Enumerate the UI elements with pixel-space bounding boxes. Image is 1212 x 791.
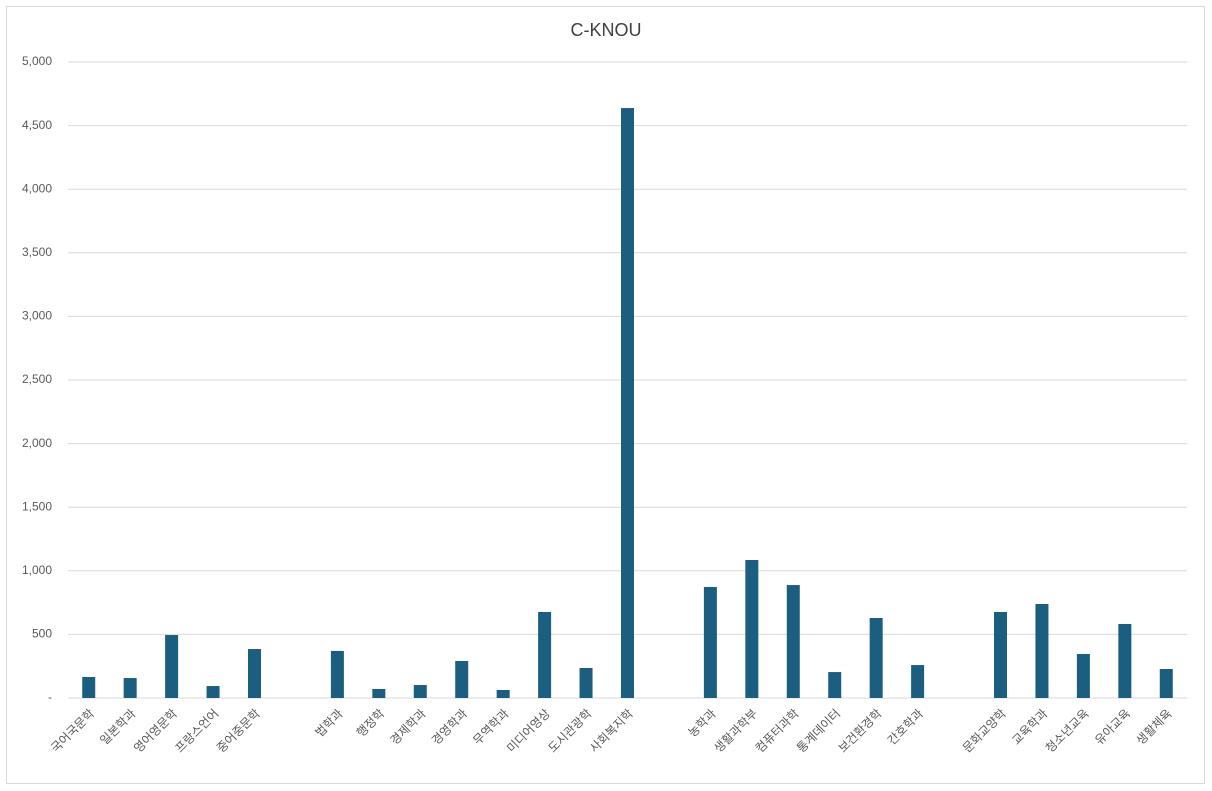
bar [994, 612, 1007, 698]
y-tick-label: 4,000 [22, 181, 52, 195]
y-tick-label: 1,500 [22, 499, 52, 513]
bar [869, 617, 883, 698]
chart-border [6, 6, 1205, 784]
y-tick-label: - [48, 690, 52, 704]
bar [1118, 623, 1132, 698]
bar [455, 660, 469, 698]
bar [165, 635, 179, 698]
y-tick-label: 2,500 [22, 372, 52, 386]
bar [413, 685, 427, 698]
bar [1076, 653, 1090, 698]
bar [372, 688, 386, 698]
bar [745, 559, 759, 698]
bar [786, 585, 800, 698]
y-tick-label: 5,000 [22, 54, 52, 68]
bar [621, 108, 634, 699]
bar [579, 667, 593, 698]
y-tick-label: 3,000 [22, 309, 52, 323]
bar [828, 672, 842, 698]
y-tick-label: 3,500 [22, 245, 52, 259]
bar [496, 689, 510, 698]
bar [911, 665, 925, 698]
y-tick-label: 1,000 [22, 563, 52, 577]
bar [1159, 668, 1173, 698]
y-tick-label: 500 [32, 627, 52, 641]
bar [248, 649, 261, 698]
bar [330, 650, 344, 698]
bar [82, 677, 96, 698]
bar [538, 612, 552, 698]
y-tick-label: 2,000 [22, 436, 52, 450]
y-tick-label: 4,500 [22, 118, 52, 132]
bar [703, 586, 717, 698]
bar [206, 686, 220, 698]
chart-title: C-KNOU [571, 20, 642, 40]
bar [1035, 603, 1049, 698]
bar [123, 678, 137, 698]
